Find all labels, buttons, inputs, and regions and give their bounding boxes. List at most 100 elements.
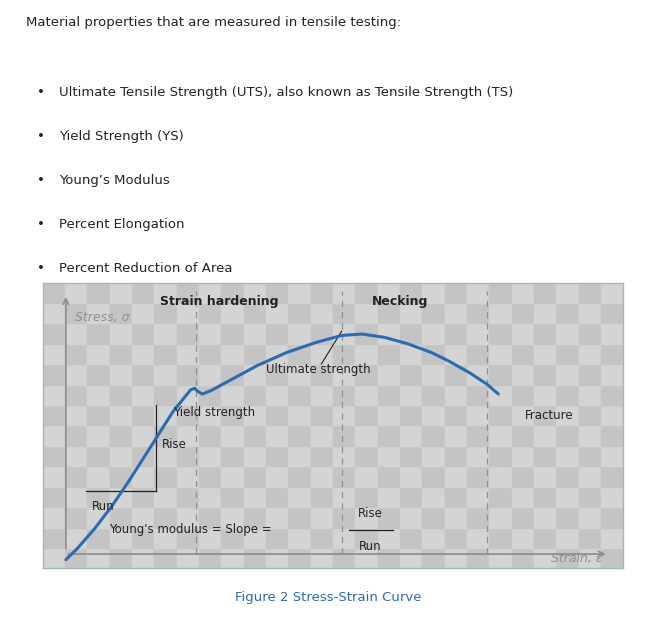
Bar [378,364,400,384]
Bar [288,466,310,487]
Bar [579,426,601,446]
Bar [378,446,400,466]
Bar [199,344,221,364]
Bar [87,446,110,466]
Bar [87,507,110,528]
Bar [43,426,65,446]
Bar [445,283,467,303]
Bar [333,364,356,384]
Text: Run: Run [359,540,382,553]
Bar [266,487,288,507]
Bar [110,283,132,303]
Bar [154,364,176,384]
Bar [512,405,534,426]
Text: Run: Run [92,501,115,514]
Bar [579,446,601,466]
Bar [356,507,378,528]
Bar [266,384,288,405]
Bar [288,548,310,568]
Bar [556,303,579,323]
Bar [176,507,199,528]
Bar [288,487,310,507]
Bar [467,487,489,507]
Bar [400,364,422,384]
Bar [512,487,534,507]
Bar [556,283,579,303]
Bar [445,446,467,466]
Bar [333,426,356,446]
Bar [154,548,176,568]
Text: Yield Strength (YS): Yield Strength (YS) [60,130,184,143]
Text: Percent Elongation: Percent Elongation [60,218,185,231]
Bar [65,384,87,405]
Bar [534,446,556,466]
Bar [601,283,623,303]
Bar [356,426,378,446]
Bar [534,323,556,344]
Text: Necking: Necking [371,295,428,308]
Bar [333,507,356,528]
Bar [333,303,356,323]
Bar [422,487,445,507]
Bar [221,487,243,507]
Bar [422,303,445,323]
Bar [489,323,512,344]
Bar [87,323,110,344]
Bar [243,303,266,323]
Bar [489,507,512,528]
Bar [601,507,623,528]
Bar [333,548,356,568]
Bar [288,426,310,446]
Bar [266,283,288,303]
Bar [43,446,65,466]
Text: Stress, σ: Stress, σ [75,311,129,324]
Bar [43,466,65,487]
Bar [199,283,221,303]
Bar [221,507,243,528]
Bar [243,283,266,303]
Bar [154,426,176,446]
Bar [489,528,512,548]
Bar [266,426,288,446]
Bar [556,405,579,426]
Bar [310,283,333,303]
Bar [356,446,378,466]
Bar [310,405,333,426]
Bar [243,528,266,548]
Bar [110,384,132,405]
Bar [243,405,266,426]
Bar [176,303,199,323]
Bar [378,405,400,426]
Bar [310,446,333,466]
Bar [534,548,556,568]
Bar [87,487,110,507]
Bar [333,344,356,364]
Bar [489,548,512,568]
Bar [43,384,65,405]
Text: Figure 2 Stress-Strain Curve: Figure 2 Stress-Strain Curve [235,591,421,604]
Bar [601,303,623,323]
Bar [154,323,176,344]
Bar [110,323,132,344]
Bar [310,384,333,405]
Bar [579,507,601,528]
Bar [356,303,378,323]
Bar [199,446,221,466]
Bar [445,364,467,384]
Bar [378,323,400,344]
Bar [445,303,467,323]
Bar [579,323,601,344]
Bar [221,323,243,344]
Bar [110,528,132,548]
Bar [489,405,512,426]
Bar [43,507,65,528]
Bar [489,466,512,487]
Bar [154,384,176,405]
Bar [176,548,199,568]
Bar [87,384,110,405]
Bar [601,323,623,344]
Bar [176,466,199,487]
Bar [601,384,623,405]
Bar [356,528,378,548]
Bar [467,323,489,344]
